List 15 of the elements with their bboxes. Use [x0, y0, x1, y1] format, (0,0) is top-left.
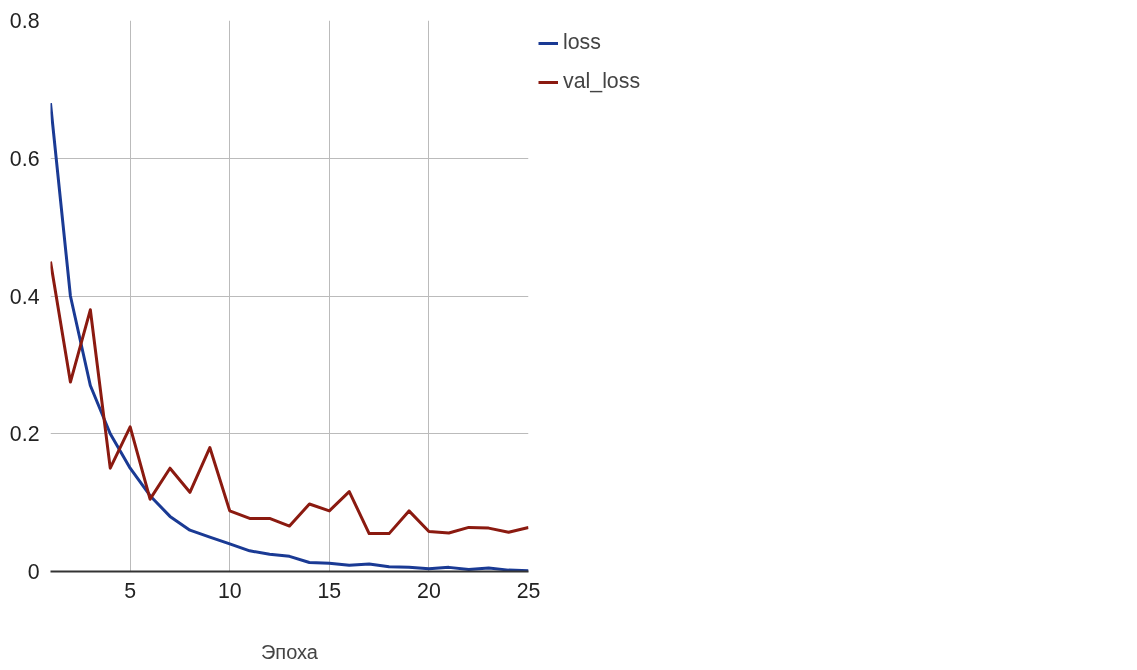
x-axis-title: Эпоха: [261, 640, 319, 663]
line-series: [50, 101, 529, 572]
x-tick-label: 20: [417, 578, 441, 603]
y-tick-label: 0.4: [9, 284, 40, 309]
y-tick-label: 0.8: [9, 9, 40, 33]
x-tick-label: 25: [516, 578, 541, 603]
legend-label: val_loss: [563, 69, 641, 94]
y-tick-label: 0.6: [9, 146, 40, 171]
legend-label: loss: [563, 30, 601, 55]
x-tick-label: 10: [217, 578, 242, 603]
y-tick-label: 0: [27, 560, 40, 584]
line-series: [50, 260, 529, 536]
x-tick-label: 15: [317, 578, 342, 603]
x-tick-label: 5: [124, 578, 137, 603]
y-tick-label: 0.2: [9, 422, 40, 447]
